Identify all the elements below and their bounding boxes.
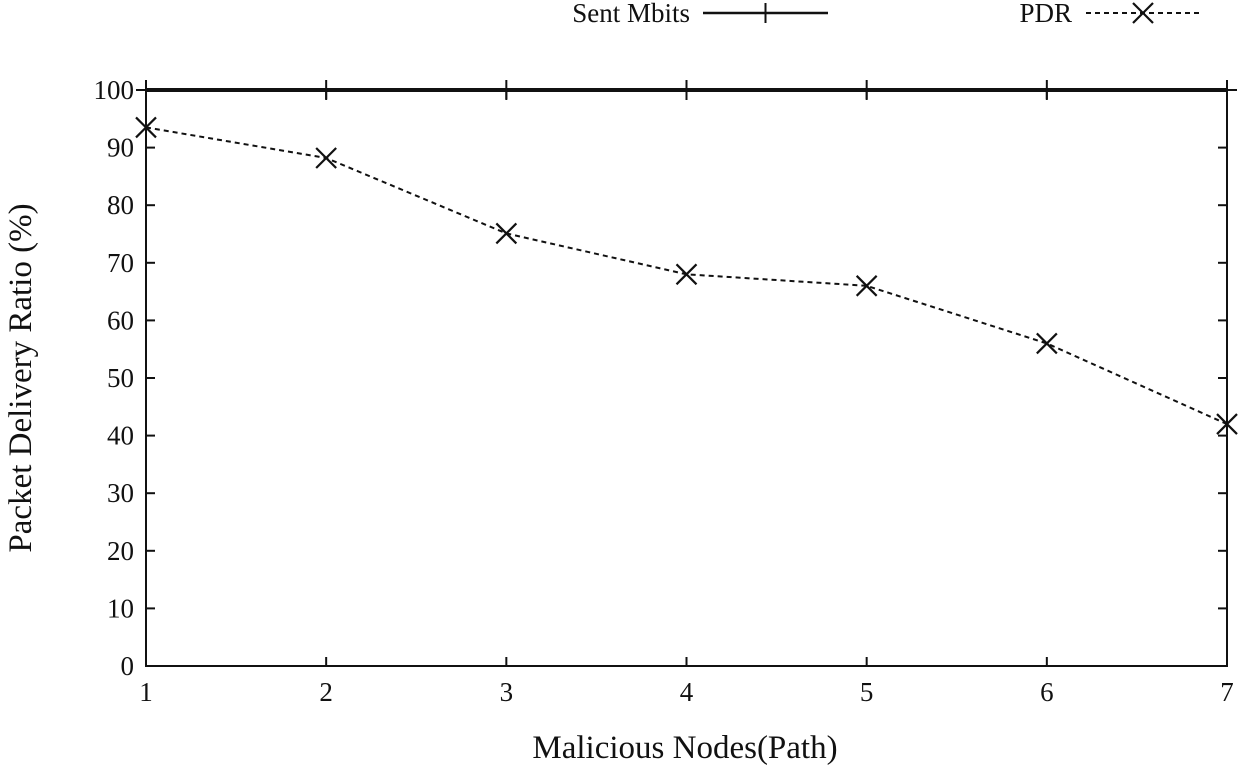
data-point <box>135 116 157 139</box>
plot-frame <box>145 89 1228 667</box>
legend-marker <box>1132 2 1154 24</box>
y-tick-label: 40 <box>107 421 134 451</box>
data-point <box>856 80 877 100</box>
x-tick-label: 6 <box>1040 677 1054 707</box>
y-tick-label: 20 <box>107 536 134 566</box>
y-tick-label: 100 <box>94 75 135 105</box>
x-axis-title: Malicious Nodes(Path) <box>532 730 837 766</box>
y-tick-label: 0 <box>121 651 135 681</box>
y-tick-label: 90 <box>107 133 134 163</box>
x-tick-label: 2 <box>319 677 333 707</box>
data-point <box>315 147 337 169</box>
y-tick-label: 30 <box>107 478 134 508</box>
data-point <box>1036 332 1058 355</box>
series-sent-mbits <box>136 80 1237 100</box>
legend-label: PDR <box>1019 0 1072 28</box>
data-point <box>676 80 697 100</box>
y-axis-title: Packet Delivery Ratio (%) <box>3 203 39 552</box>
data-point <box>495 222 518 245</box>
plot-border <box>145 89 1228 667</box>
y-tick-label: 80 <box>107 190 134 220</box>
x-tick-label: 5 <box>860 677 874 707</box>
x-tick-label: 1 <box>139 677 153 707</box>
legend-item: PDR <box>1019 0 1200 28</box>
series-pdr <box>135 116 1238 435</box>
data-point <box>316 80 337 100</box>
data-point <box>1036 80 1057 100</box>
legend-label: Sent Mbits <box>572 0 690 28</box>
data-point <box>136 80 156 100</box>
y-tick-label: 60 <box>107 305 134 335</box>
data-point <box>675 263 698 286</box>
y-tick-label: 10 <box>107 593 134 623</box>
axis-ticks: 0 10 20 30 40 50 60 70 80 90 100 1 2 3 4 5 6 7 <box>94 75 1234 707</box>
data-point <box>1216 413 1238 435</box>
legend: Sent Mbits PDR <box>572 0 1200 28</box>
x-tick-label: 3 <box>500 677 514 707</box>
legend-item: Sent Mbits <box>572 0 828 28</box>
series-layer <box>135 80 1238 435</box>
x-tick-label: 4 <box>680 677 694 707</box>
data-point <box>496 80 517 100</box>
data-point <box>1217 80 1237 100</box>
y-tick-label: 50 <box>107 363 134 393</box>
legend-marker <box>755 3 776 23</box>
x-tick-label: 7 <box>1220 677 1234 707</box>
data-point <box>855 275 878 297</box>
y-tick-label: 70 <box>107 248 134 278</box>
